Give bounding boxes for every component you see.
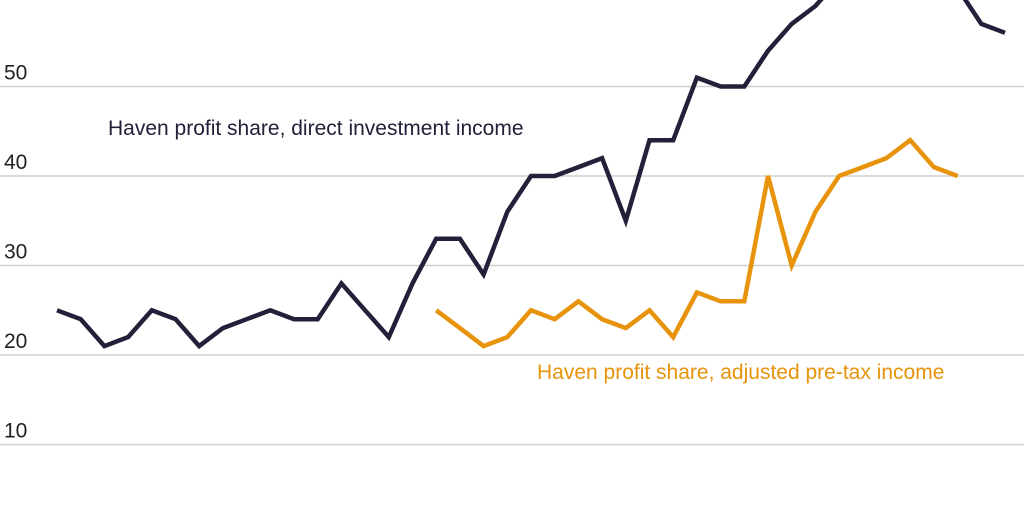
series-label-2: Haven profit share, adjusted pre-tax inc… <box>537 361 944 384</box>
gridlines <box>0 85 1024 446</box>
series-label-1: Haven profit share, direct investment in… <box>108 117 524 140</box>
series-line-2 <box>434 137 959 349</box>
y-tick-label-40: 40 <box>4 151 27 174</box>
y-tick-label-30: 30 <box>4 241 27 264</box>
y-axis-tick-labels: 0 10 20 30 40 50 <box>4 62 27 512</box>
series-lines <box>56 0 1006 350</box>
y-tick-label-20: 20 <box>4 330 27 353</box>
y-tick-label-10: 10 <box>4 420 27 443</box>
series-labels: Haven profit share, direct investment in… <box>108 117 944 384</box>
y-tick-label-0: 0 <box>4 509 16 512</box>
series-line-1 <box>56 0 1006 350</box>
y-tick-label-50: 50 <box>4 62 27 85</box>
